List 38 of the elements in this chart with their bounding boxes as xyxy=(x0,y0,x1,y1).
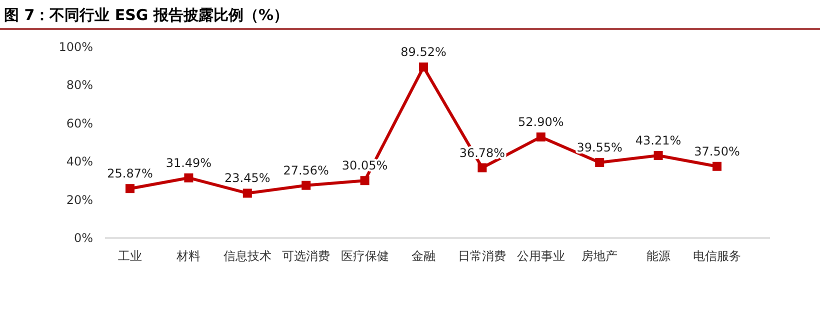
point xyxy=(478,163,487,172)
x-tick-label: 医疗保健 xyxy=(340,249,389,263)
point xyxy=(360,176,370,186)
x-tick-label: 日常消费 xyxy=(458,249,506,263)
x-tick-label: 金融 xyxy=(412,249,436,263)
data-label: 37.50% xyxy=(694,144,740,158)
point xyxy=(654,150,663,160)
data-label: 39.55% xyxy=(576,140,622,154)
chart-title: 图 7：不同行业 ESG 报告披露比例（%） xyxy=(4,6,288,24)
data-label: 31.49% xyxy=(166,156,212,170)
point xyxy=(595,158,604,167)
data-label: 89.52% xyxy=(400,45,446,60)
y-tick-label: 80% xyxy=(66,78,93,92)
y-tick-label: 20% xyxy=(66,192,93,207)
y-tick-label: 0% xyxy=(74,231,93,245)
x-tick-label: 电信服务 xyxy=(693,249,741,263)
data-label: 27.56% xyxy=(283,163,329,178)
point xyxy=(126,184,134,194)
x-tick-label: 材料 xyxy=(176,249,201,263)
data-label: 52.90% xyxy=(518,114,564,129)
y-tick-label: 40% xyxy=(66,154,93,169)
x-tick-label: 工业 xyxy=(118,249,142,263)
y-tick-label: 60% xyxy=(66,116,93,130)
point xyxy=(419,62,428,72)
x-tick-label: 公用事业 xyxy=(516,249,565,263)
y-tick-label: 100% xyxy=(58,40,93,54)
point xyxy=(536,132,546,142)
data-label: 23.45% xyxy=(224,171,270,186)
x-tick-label: 可选消费 xyxy=(282,249,330,263)
data-label: 43.21% xyxy=(635,133,682,148)
point xyxy=(184,173,194,182)
x-tick-label: 信息技术 xyxy=(223,249,272,263)
point xyxy=(242,188,252,198)
data-label: 25.87% xyxy=(107,166,153,181)
point xyxy=(302,180,311,190)
point xyxy=(712,162,722,171)
x-tick-label: 房地产 xyxy=(582,249,618,263)
x-tick-label: 能源 xyxy=(646,249,670,263)
